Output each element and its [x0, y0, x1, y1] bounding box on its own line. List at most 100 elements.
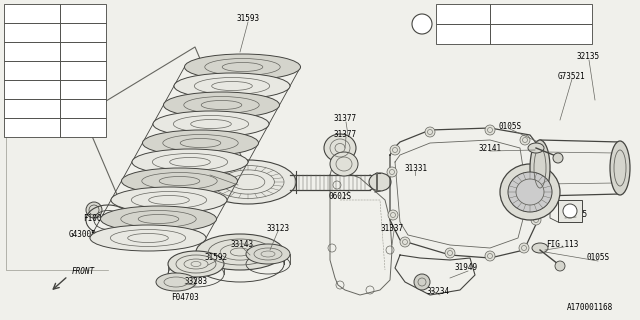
Ellipse shape — [184, 54, 301, 80]
Text: 31325: 31325 — [564, 210, 588, 219]
Ellipse shape — [143, 130, 259, 156]
Ellipse shape — [610, 141, 630, 195]
Ellipse shape — [532, 243, 548, 253]
Text: G90815: G90815 — [438, 31, 463, 37]
Circle shape — [400, 237, 410, 247]
Circle shape — [531, 215, 541, 225]
Text: G73521: G73521 — [558, 71, 586, 81]
Text: 1: 1 — [568, 208, 572, 214]
Ellipse shape — [122, 168, 237, 194]
Bar — [60, 118, 106, 137]
Text: G43005: G43005 — [68, 229, 96, 238]
Text: F10003: F10003 — [83, 213, 111, 222]
Text: G53509: G53509 — [7, 124, 33, 131]
Text: 31331: 31331 — [404, 164, 428, 172]
Ellipse shape — [111, 187, 227, 213]
Bar — [490, 24, 592, 44]
Text: 31523: 31523 — [196, 167, 220, 177]
Bar — [60, 4, 106, 23]
Ellipse shape — [153, 111, 269, 137]
Bar — [4, 4, 60, 23]
Text: T=4.8: T=4.8 — [63, 106, 85, 111]
Ellipse shape — [508, 172, 552, 212]
Text: FIG.113: FIG.113 — [546, 239, 578, 249]
Circle shape — [412, 14, 432, 34]
Circle shape — [520, 135, 530, 145]
Bar — [60, 61, 106, 80]
Text: 31949: 31949 — [454, 263, 477, 273]
Text: T=4.4: T=4.4 — [63, 68, 85, 74]
Text: 0601S: 0601S — [328, 191, 351, 201]
Text: 31593: 31593 — [236, 13, 260, 22]
Text: G53507: G53507 — [7, 106, 33, 111]
Text: FRONT: FRONT — [72, 268, 95, 276]
Ellipse shape — [200, 160, 296, 204]
Text: 33123: 33123 — [266, 223, 289, 233]
Circle shape — [390, 145, 400, 155]
Text: G53602: G53602 — [7, 11, 33, 17]
Bar — [436, 24, 490, 44]
Ellipse shape — [90, 225, 206, 251]
Bar — [4, 118, 60, 137]
Bar — [4, 80, 60, 99]
Text: T=3.8: T=3.8 — [63, 11, 85, 17]
Text: G90807: G90807 — [438, 11, 463, 17]
Circle shape — [530, 170, 540, 180]
Circle shape — [414, 274, 430, 290]
Bar — [4, 42, 60, 61]
Bar — [60, 80, 106, 99]
Text: 33143: 33143 — [230, 239, 253, 249]
Ellipse shape — [100, 206, 216, 232]
Bar — [4, 61, 60, 80]
Bar — [60, 99, 106, 118]
Circle shape — [485, 125, 495, 135]
Circle shape — [485, 251, 495, 261]
Text: 33283: 33283 — [184, 277, 207, 286]
Circle shape — [387, 167, 397, 177]
Bar — [60, 42, 106, 61]
Bar — [490, 4, 592, 24]
Text: G53506: G53506 — [7, 86, 33, 92]
Text: T=4.6: T=4.6 — [63, 86, 85, 92]
Text: 31377: 31377 — [333, 130, 356, 139]
Circle shape — [519, 243, 529, 253]
Text: 32141: 32141 — [479, 143, 502, 153]
Circle shape — [553, 153, 563, 163]
Ellipse shape — [196, 234, 284, 270]
Circle shape — [445, 248, 455, 258]
Text: 31592: 31592 — [204, 253, 228, 262]
Text: 0105S: 0105S — [586, 253, 609, 262]
Ellipse shape — [500, 164, 560, 220]
Ellipse shape — [174, 73, 290, 99]
Text: 33234: 33234 — [426, 287, 449, 297]
Ellipse shape — [168, 251, 224, 277]
Bar — [558, 200, 582, 222]
Ellipse shape — [132, 149, 248, 175]
Ellipse shape — [246, 244, 290, 264]
Text: ('05MY0504-  ): ('05MY0504- ) — [493, 31, 552, 37]
Bar — [4, 23, 60, 42]
Text: 32135: 32135 — [577, 52, 600, 60]
Circle shape — [388, 210, 398, 220]
Ellipse shape — [530, 140, 550, 196]
Circle shape — [555, 261, 565, 271]
Bar — [60, 23, 106, 42]
Ellipse shape — [86, 202, 102, 218]
Circle shape — [425, 127, 435, 137]
Text: F04703: F04703 — [171, 293, 199, 302]
Text: 31337: 31337 — [380, 223, 404, 233]
Bar — [4, 99, 60, 118]
Ellipse shape — [369, 173, 391, 191]
Text: < -'05MY0504): < -'05MY0504) — [493, 11, 548, 17]
Text: G53504: G53504 — [7, 49, 33, 54]
Ellipse shape — [163, 92, 280, 118]
Ellipse shape — [156, 273, 196, 291]
Text: 31377: 31377 — [333, 114, 356, 123]
Ellipse shape — [324, 134, 356, 162]
Text: G53503: G53503 — [7, 29, 33, 36]
Ellipse shape — [528, 143, 544, 153]
Text: T=5.0: T=5.0 — [63, 124, 85, 131]
Text: T=4.2: T=4.2 — [63, 49, 85, 54]
Circle shape — [563, 204, 577, 218]
Text: A170001168: A170001168 — [567, 303, 613, 313]
